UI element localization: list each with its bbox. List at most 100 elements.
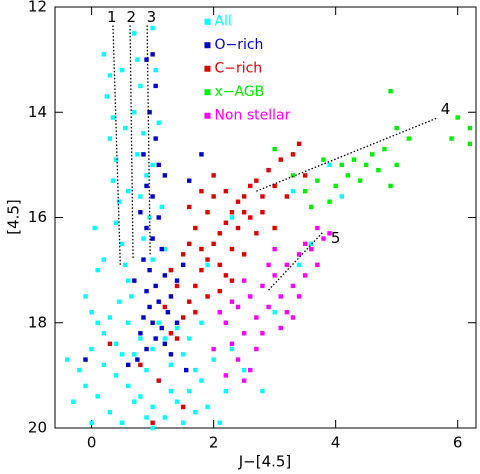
point [205,257,210,262]
x-tick-label: 6 [453,434,463,452]
point [89,420,94,425]
y-tick-label: 18 [28,313,47,331]
point [229,215,235,220]
point [254,315,259,320]
point [150,404,155,410]
point [156,215,161,220]
point [339,162,344,168]
point [339,194,344,199]
point [162,273,168,278]
point [138,331,143,336]
y-tick-label: 20 [28,419,47,437]
point [95,394,100,399]
point [266,304,271,310]
point [193,310,198,315]
point [406,136,412,141]
point [119,352,125,357]
point [467,141,473,147]
point [135,357,140,362]
point [235,304,241,310]
y-tick-label: 14 [28,103,47,121]
point [248,215,253,220]
point [315,262,320,268]
point [144,288,149,294]
point [254,231,259,236]
point [153,83,158,89]
point [132,278,137,283]
point [174,336,180,341]
point [388,183,393,189]
point [153,283,158,289]
point [284,262,290,268]
point [382,146,387,152]
point [107,315,113,320]
point [165,310,171,315]
point [241,278,247,283]
legend-marker [204,112,211,119]
point [321,157,326,162]
point [278,294,283,299]
point [156,120,161,125]
point [315,225,320,231]
point [217,420,222,425]
point [174,325,180,331]
point [135,57,140,62]
point [241,367,247,373]
point [144,173,149,178]
point [272,273,277,278]
point [162,415,168,420]
point [144,183,149,189]
legend-label: x−AGB [214,84,264,100]
point [174,320,180,325]
point [235,357,241,362]
point [101,257,107,262]
point [71,399,76,404]
point [156,378,161,383]
legend-label: Non stellar [214,108,290,124]
point [223,320,229,325]
point [144,57,149,62]
point [150,320,155,325]
point [296,252,302,257]
point [260,331,265,336]
point [104,94,110,99]
point [199,267,204,273]
point [159,246,164,252]
point [205,404,210,410]
point [309,241,314,247]
point [150,420,155,425]
point [113,373,119,378]
point [205,210,210,215]
annotation-label: 2 [126,8,136,26]
point [467,125,473,131]
point [141,131,146,136]
y-tick-label: 16 [28,208,47,226]
point [394,162,399,168]
point [241,378,247,383]
point [126,383,131,389]
point [138,336,143,341]
point [150,194,155,199]
point [141,257,146,262]
point [126,320,131,325]
point [376,167,381,173]
point [455,115,460,120]
point [193,225,198,231]
point [187,336,192,341]
point [217,262,222,268]
point [327,231,332,236]
point [107,136,113,141]
point [193,410,198,415]
point [260,194,265,199]
point [144,346,149,352]
point [180,252,186,257]
x-tick-label: 2 [209,434,219,452]
point [327,162,332,168]
point [180,315,186,320]
point [83,357,88,362]
point [333,183,338,189]
point [83,294,88,299]
point [159,204,164,210]
point [147,215,152,220]
annotation-label: 1 [107,8,117,26]
